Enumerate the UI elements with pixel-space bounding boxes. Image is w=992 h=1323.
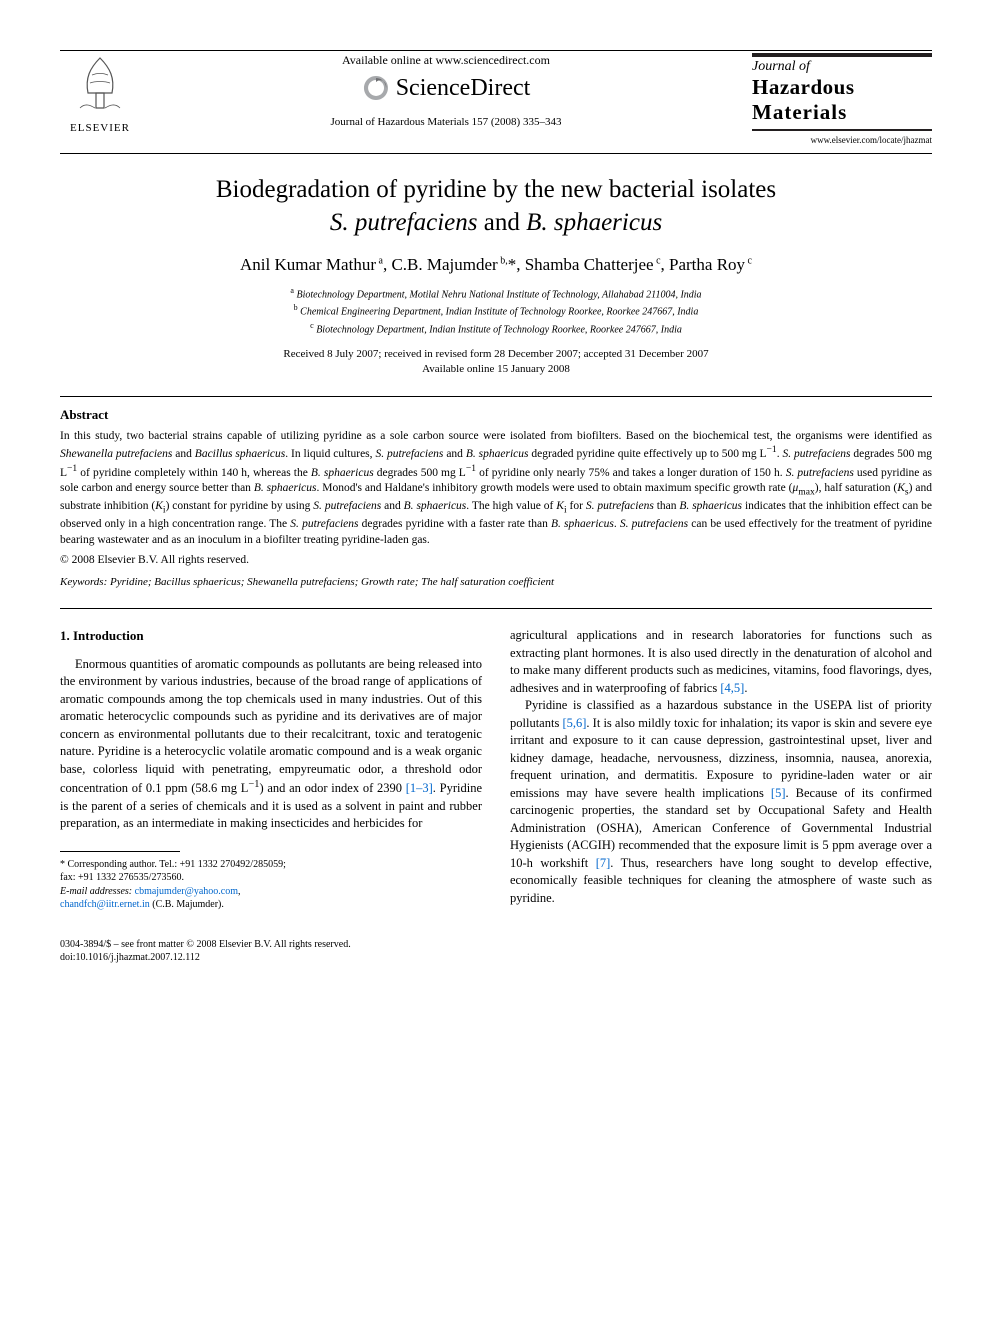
journal-title-row3: Materials [752, 100, 932, 131]
page-footer: 0304-3894/$ – see front matter © 2008 El… [60, 938, 932, 964]
journal-url: www.elsevier.com/locate/jhazmat [752, 135, 932, 145]
sciencedirect-swirl-icon [362, 74, 390, 102]
sciencedirect-logo: ScienceDirect [160, 74, 732, 102]
keywords-list: Pyridine; Bacillus sphaericus; Shewanell… [110, 576, 554, 588]
header-rule-bottom [60, 153, 932, 154]
dates-line1: Received 8 July 2007; received in revise… [60, 347, 932, 362]
abstract-rule-bottom [60, 608, 932, 609]
journal-title-row1: Journal of [752, 59, 932, 75]
title-line1: Biodegradation of pyridine by the new ba… [216, 176, 776, 203]
footer-line2: doi:10.1016/j.jhazmat.2007.12.112 [60, 951, 932, 964]
dates-line2: Available online 15 January 2008 [60, 362, 932, 377]
email-label: E-mail addresses: [60, 886, 132, 897]
email-2[interactable]: chandfch@iitr.ernet.in [60, 899, 150, 910]
elsevier-logo: ELSEVIER [60, 53, 140, 134]
email-1[interactable]: cbmajumder@yahoo.com [135, 886, 238, 897]
email-sep: , [238, 886, 241, 897]
affiliations: a Biotechnology Department, Motilal Nehr… [60, 285, 932, 337]
keywords: Keywords: Pyridine; Bacillus sphaericus;… [60, 576, 932, 588]
affiliation-a: a Biotechnology Department, Motilal Nehr… [60, 285, 932, 302]
elsevier-tree-icon [70, 53, 130, 113]
article-dates: Received 8 July 2007; received in revise… [60, 347, 932, 378]
footnote-separator [60, 851, 180, 852]
column-right: agricultural applications and in researc… [510, 627, 932, 911]
available-online-text: Available online at www.sciencedirect.co… [160, 53, 732, 68]
corresponding-author: * Corresponding author. Tel.: +91 1332 2… [60, 858, 482, 872]
abstract-copyright: © 2008 Elsevier B.V. All rights reserved… [60, 554, 932, 566]
title-species-b: B. sphaericus [526, 209, 662, 236]
abstract-body: In this study, two bacterial strains cap… [60, 429, 932, 549]
header-row: ELSEVIER Available online at www.science… [60, 53, 932, 145]
section-1-heading: 1. Introduction [60, 627, 482, 645]
keywords-label: Keywords: [60, 576, 107, 588]
article-title: Biodegradation of pyridine by the new ba… [60, 174, 932, 239]
fax-line: fax: +91 1332 276535/273560. [60, 871, 482, 885]
abstract-rule-top [60, 396, 932, 397]
email-line-2: chandfch@iitr.ernet.in (C.B. Majumder). [60, 898, 482, 912]
authors: Anil Kumar Mathur a, C.B. Majumder b,*, … [60, 255, 932, 275]
title-species-a: S. putrefaciens [330, 209, 478, 236]
column-left: 1. Introduction Enormous quantities of a… [60, 627, 482, 911]
body-columns: 1. Introduction Enormous quantities of a… [60, 627, 932, 911]
affiliation-b: b Chemical Engineering Department, India… [60, 302, 932, 319]
col1-para1: Enormous quantities of aromatic compound… [60, 656, 482, 833]
elsevier-label: ELSEVIER [60, 122, 140, 134]
col2-para2: Pyridine is classified as a hazardous su… [510, 697, 932, 907]
abstract-heading: Abstract [60, 407, 932, 423]
sciencedirect-text: ScienceDirect [396, 75, 531, 102]
footer-line1: 0304-3894/$ – see front matter © 2008 El… [60, 938, 932, 951]
journal-logo: Journal of Hazardous Materials www.elsev… [752, 53, 932, 145]
header-rule-top [60, 50, 932, 51]
email-line: E-mail addresses: cbmajumder@yahoo.com, [60, 885, 482, 899]
journal-reference: Journal of Hazardous Materials 157 (2008… [160, 116, 732, 128]
email-tail: (C.B. Majumder). [150, 899, 224, 910]
col2-para1: agricultural applications and in researc… [510, 627, 932, 697]
header-center: Available online at www.sciencedirect.co… [140, 53, 752, 128]
footnotes: * Corresponding author. Tel.: +91 1332 2… [60, 858, 482, 912]
journal-title-row2: Hazardous [752, 75, 932, 100]
affiliation-c: c Biotechnology Department, Indian Insti… [60, 320, 932, 337]
title-and: and [477, 209, 526, 236]
